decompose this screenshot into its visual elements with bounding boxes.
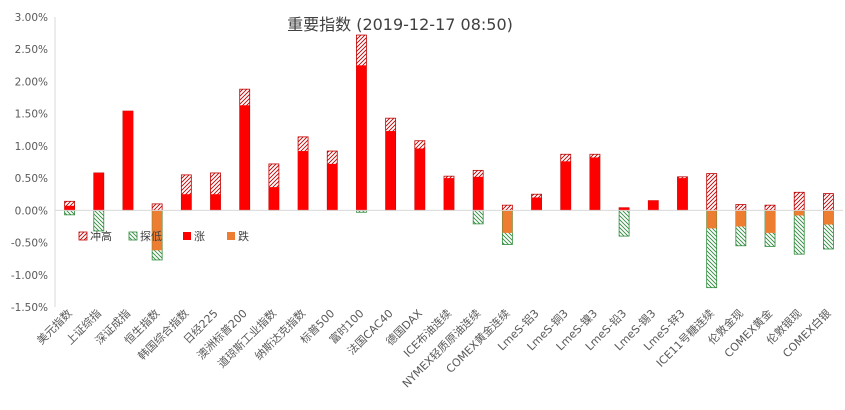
up-bar (414, 148, 425, 211)
y-tick-label: 2.50% (15, 44, 48, 56)
up-bar (210, 194, 221, 211)
down-bar (502, 210, 513, 233)
y-tick-label: 2.00% (15, 76, 48, 88)
legend-label-high: 冲高 (90, 229, 112, 243)
high-bar (823, 193, 834, 211)
up-bar (473, 176, 484, 211)
high-bar (735, 204, 747, 211)
up-bar (560, 161, 571, 211)
y-axis-ticks: 3.00% 2.50% 2.00% 1.50% 1.00% 0.50% 0.00% -0.50… (11, 12, 48, 314)
legend-swatch-down (227, 232, 235, 240)
legend-swatch-high (78, 231, 88, 241)
down-bar (706, 210, 717, 229)
low-bar (64, 209, 75, 216)
y-tick-label: 0.50% (15, 173, 48, 185)
low-bar (618, 209, 630, 237)
up-bar (444, 178, 454, 211)
high-bar (501, 204, 513, 211)
down-bar (794, 210, 805, 216)
up-bar (677, 178, 688, 211)
y-tick-label: 0.00% (15, 205, 48, 217)
up-bar (122, 111, 133, 211)
down-bar (765, 210, 776, 233)
up-bar (64, 205, 75, 211)
up-bar (327, 163, 338, 211)
legend-swatch-low (128, 231, 138, 241)
low-bar (793, 209, 805, 255)
high-bar (706, 173, 718, 211)
down-bar (735, 210, 746, 227)
y-tick-label: -1.00% (11, 270, 48, 282)
up-bar (298, 151, 309, 211)
low-bar (93, 209, 105, 232)
y-tick-label: -1.50% (11, 302, 48, 314)
legend-label-up: 涨 (194, 230, 205, 243)
y-tick-label: -0.50% (11, 238, 48, 250)
high-bar (151, 203, 163, 211)
change-series (64, 65, 834, 251)
high-bar (764, 204, 776, 211)
up-bar (93, 172, 104, 211)
x-axis-labels: 美元指数上证综指深证成指恒生指数韩国综合指数日经225澳洲标普200道琼斯工业指… (34, 306, 834, 390)
down-bar (823, 210, 834, 225)
up-bar (356, 65, 367, 211)
up-bar (239, 105, 250, 211)
down-bar (152, 210, 163, 251)
up-bar (531, 197, 542, 211)
up-bar (385, 131, 396, 211)
y-tick-label: 1.50% (15, 109, 48, 121)
up-bar (268, 187, 279, 211)
low-series (64, 209, 834, 289)
up-bar (619, 207, 630, 211)
up-bar (181, 194, 192, 211)
low-bar (472, 209, 484, 225)
legend-swatch-up (183, 232, 191, 240)
up-bar (648, 200, 659, 211)
legend-label-low: 探低 (140, 230, 162, 243)
y-tick-label: 3.00% (15, 12, 48, 24)
high-bar (793, 191, 805, 211)
chart-title: 重要指数 (2019-12-17 08:50) (287, 15, 513, 34)
legend: 冲高 探低 涨 跌 (78, 229, 249, 243)
legend-label-down: 跌 (238, 229, 249, 243)
up-bar (589, 157, 600, 211)
y-tick-label: 1.00% (15, 141, 48, 153)
